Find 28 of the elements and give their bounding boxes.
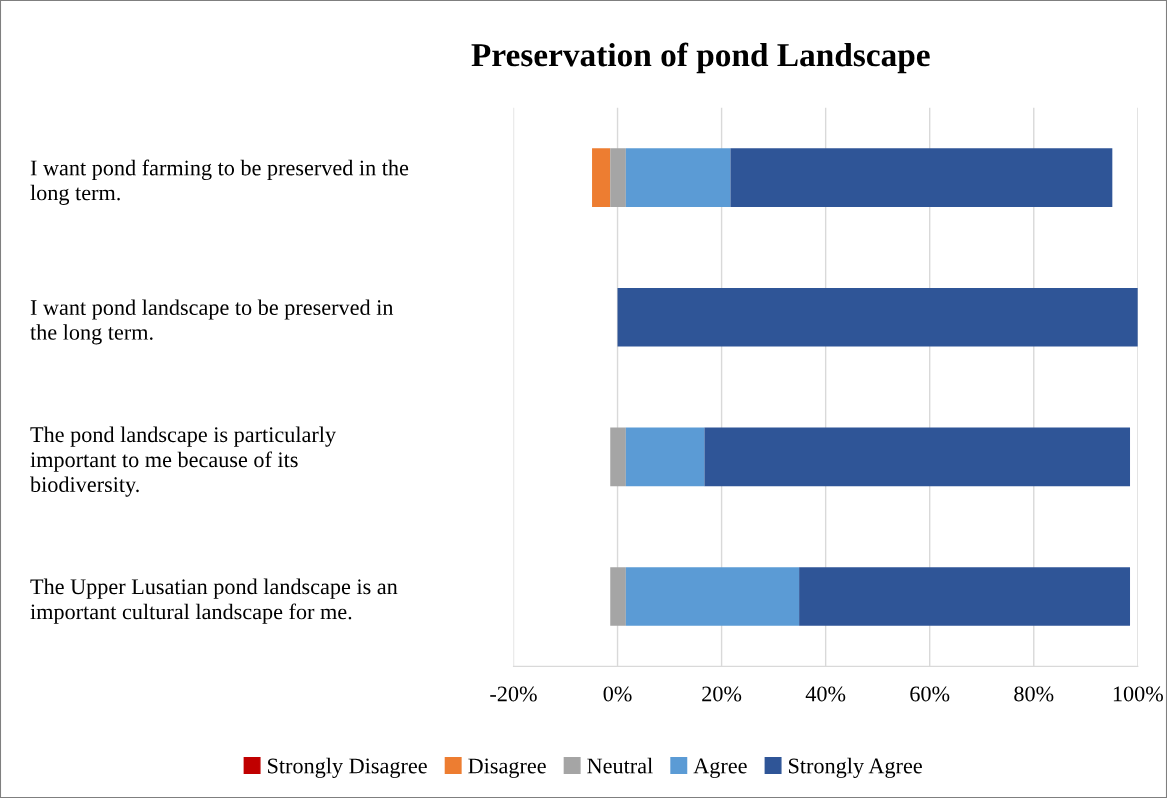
legend-label: Strongly Agree xyxy=(789,757,922,778)
y-tick-label: The Upper Lusatian pond landscape is an important cultural landscape for me. xyxy=(30,578,398,624)
bar xyxy=(730,148,1113,207)
chart-title: Preservation of pond Landscape xyxy=(471,42,930,74)
bar xyxy=(610,567,626,626)
legend-label: Neutral xyxy=(587,757,653,774)
bar xyxy=(625,567,800,626)
x-tick-label: 40% xyxy=(805,686,846,702)
x-tick-label: -20% xyxy=(490,686,537,702)
bar xyxy=(592,148,611,207)
x-tick-label: 60% xyxy=(910,686,950,702)
legend-label: Disagree xyxy=(468,758,546,778)
x-tick-label: 100% xyxy=(1113,686,1163,702)
x-tick-label: 80% xyxy=(1014,686,1054,702)
bar xyxy=(799,567,1131,626)
legend-label: Strongly Disagree xyxy=(268,757,427,778)
y-tick-label: The pond landscape is particularly important to me because of its biodiversity. xyxy=(30,426,336,497)
bar xyxy=(617,287,1138,347)
y-tick-label: I want pond farming to be preserved in the long term. xyxy=(30,159,409,205)
legend-label: Agree xyxy=(693,758,747,778)
bar xyxy=(610,427,626,487)
x-tick-label: 20% xyxy=(702,686,742,702)
bar xyxy=(704,427,1131,487)
bar xyxy=(625,427,705,487)
y-tick-label: I want pond landscape to be preserved in the long term. xyxy=(30,299,394,345)
bar xyxy=(625,148,731,207)
x-tick-label: 0% xyxy=(603,686,632,702)
bar xyxy=(610,148,626,207)
